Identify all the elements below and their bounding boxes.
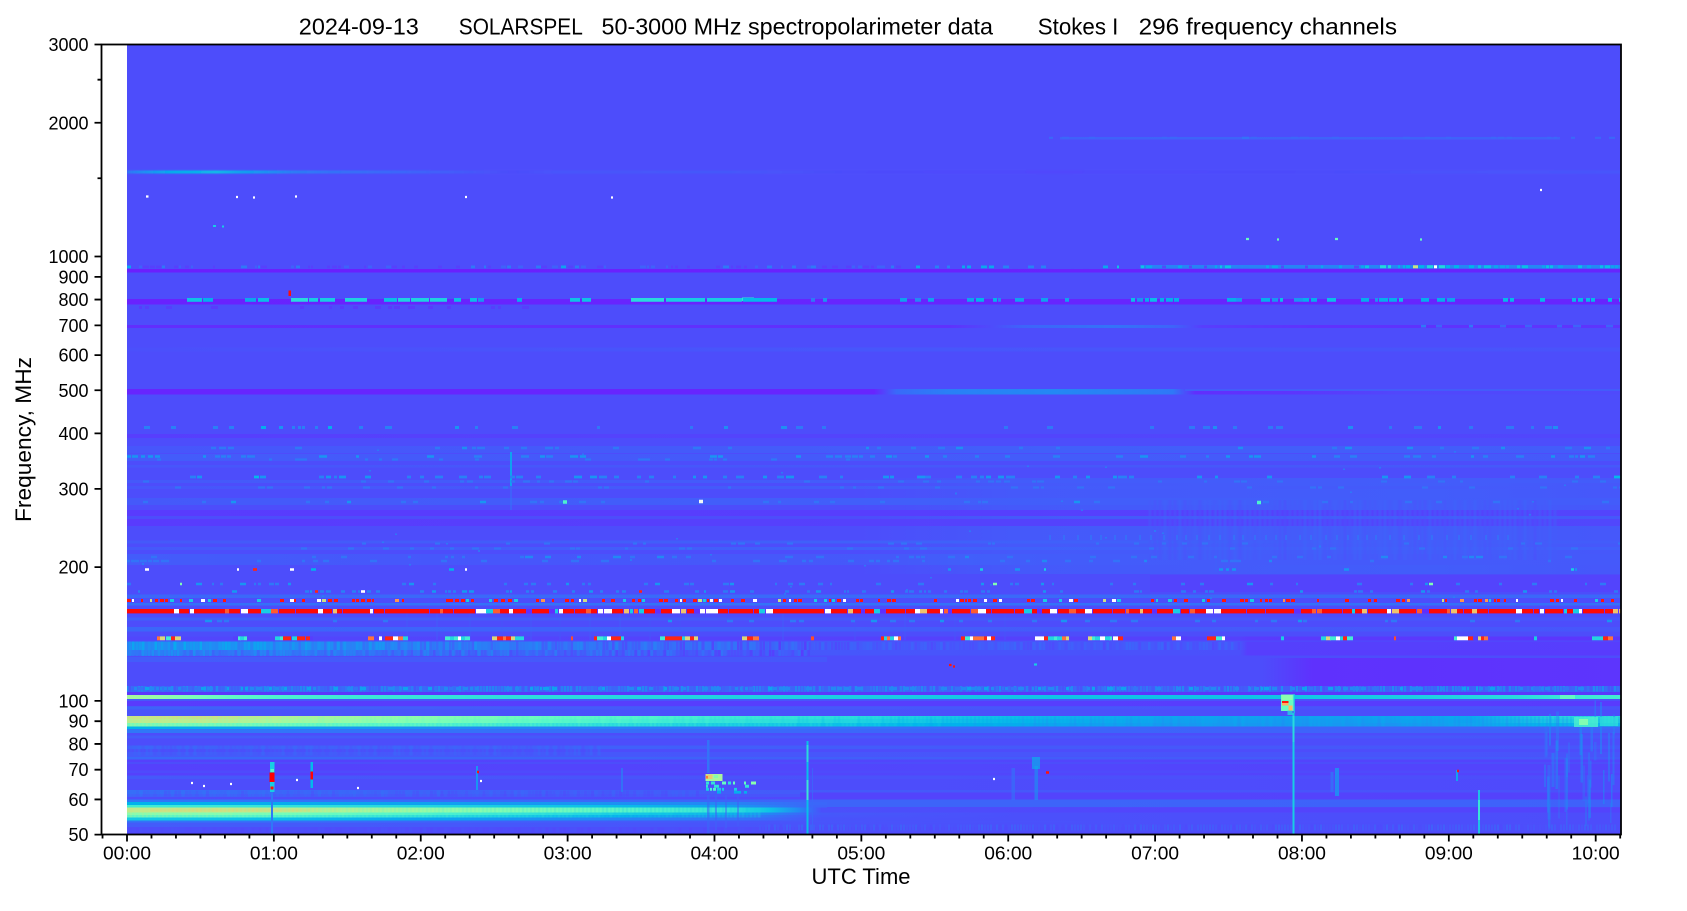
svg-text:04:00: 04:00 [690, 844, 738, 864]
svg-text:06:00: 06:00 [984, 844, 1032, 864]
svg-text:700: 700 [58, 316, 88, 336]
svg-text:02:00: 02:00 [397, 844, 445, 864]
svg-text:70: 70 [68, 760, 88, 780]
svg-text:05:00: 05:00 [837, 844, 885, 864]
svg-text:296 frequency channels: 296 frequency channels [1139, 14, 1397, 40]
svg-text:90: 90 [68, 712, 88, 732]
svg-text:800: 800 [58, 290, 88, 310]
svg-text:500: 500 [58, 381, 88, 401]
svg-text:50: 50 [68, 825, 88, 845]
svg-text:00:00: 00:00 [103, 844, 151, 864]
svg-text:80: 80 [68, 734, 88, 754]
svg-text:1000: 1000 [48, 247, 88, 267]
svg-text:08:00: 08:00 [1278, 844, 1326, 864]
svg-text:300: 300 [58, 479, 88, 499]
svg-text:100: 100 [58, 691, 88, 711]
svg-text:03:00: 03:00 [544, 844, 592, 864]
svg-text:01:00: 01:00 [250, 844, 298, 864]
svg-text:900: 900 [58, 267, 88, 287]
svg-text:10:00: 10:00 [1572, 844, 1620, 864]
svg-text:200: 200 [58, 558, 88, 578]
svg-text:SOLARSPEL: SOLARSPEL [459, 14, 583, 40]
svg-text:600: 600 [58, 346, 88, 366]
svg-text:UTC Time: UTC Time [812, 864, 911, 889]
svg-text:2024-09-13: 2024-09-13 [299, 14, 419, 40]
svg-text:07:00: 07:00 [1131, 844, 1179, 864]
svg-text:Stokes I: Stokes I [1038, 14, 1119, 40]
svg-text:09:00: 09:00 [1425, 844, 1473, 864]
svg-text:2000: 2000 [48, 113, 88, 133]
svg-text:Frequency, MHz: Frequency, MHz [11, 357, 36, 522]
svg-text:50-3000 MHz spectropolarimeter: 50-3000 MHz spectropolarimeter data [602, 14, 994, 40]
svg-text:60: 60 [68, 790, 88, 810]
svg-text:400: 400 [58, 424, 88, 444]
svg-text:3000: 3000 [48, 35, 88, 55]
